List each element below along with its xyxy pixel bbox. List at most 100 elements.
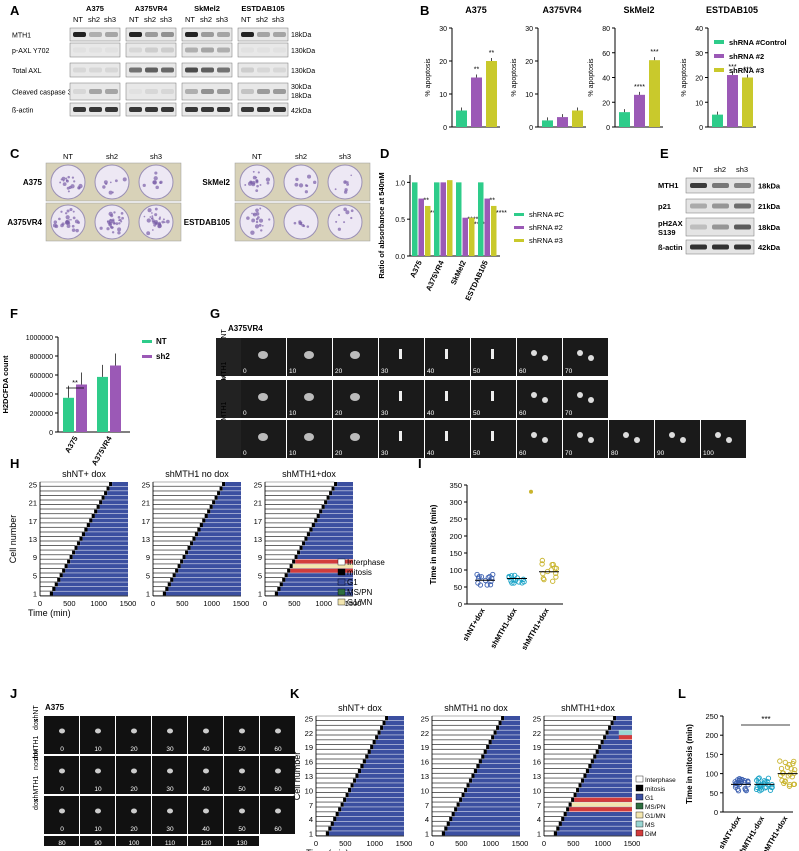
colony-dot	[307, 174, 312, 179]
colony-dot	[154, 171, 158, 175]
nucleus	[577, 432, 583, 438]
mitosis-segment	[338, 807, 342, 812]
y-tick-label: 5	[33, 571, 37, 580]
blot-band	[185, 47, 198, 53]
interphase-segment	[152, 490, 218, 496]
colony-dot	[66, 224, 71, 229]
y-tick-label: 1	[309, 830, 313, 839]
blot-cell-line-label: A375	[86, 4, 104, 13]
colony-dot	[70, 218, 72, 221]
blot-lane-label: sh2	[200, 15, 212, 24]
interphase-segment	[39, 550, 73, 555]
interphase-segment	[264, 591, 276, 596]
legend-swatch	[337, 568, 346, 576]
g1-segment	[278, 591, 353, 596]
timelapse-time-label: 40	[427, 368, 435, 375]
timelapse-time-label: 30	[381, 450, 389, 457]
interphase-segment	[543, 821, 560, 827]
nucleus	[491, 349, 494, 359]
mitosis-segment	[464, 788, 468, 793]
interphase-segment	[543, 773, 584, 779]
y-tick-label: 20	[695, 76, 703, 83]
blot-band	[273, 89, 286, 94]
interphase-segment	[431, 749, 485, 755]
interphase-segment	[264, 490, 330, 496]
x-tick-label: 1000	[315, 599, 332, 608]
legend-swatch	[714, 54, 724, 58]
colony-dot	[350, 174, 353, 177]
g1-segment	[188, 550, 241, 555]
mitosis-segment	[350, 783, 354, 788]
y-tick-label: 16	[421, 758, 429, 767]
timelapse-row-label: shNT	[221, 329, 228, 346]
nucleus	[167, 768, 173, 774]
mitosis-segment	[362, 759, 366, 764]
g1-segment	[499, 725, 520, 730]
colony-dot	[249, 180, 253, 184]
colony-dot	[166, 219, 170, 224]
timelapse-time-label: 60	[519, 450, 527, 457]
g1-segment	[305, 541, 353, 546]
interphase-segment	[431, 821, 448, 827]
blot-band	[273, 32, 286, 37]
bar	[440, 182, 446, 256]
colony-dot	[260, 229, 263, 232]
data-point	[520, 576, 527, 582]
mitosis-segment	[380, 725, 384, 730]
blot-band	[105, 89, 118, 94]
legend-label: G1/MN	[347, 598, 373, 607]
mitosis-segment	[476, 764, 480, 769]
colony-dot	[109, 225, 113, 229]
interphase-segment	[315, 730, 378, 735]
colony-dot	[67, 190, 70, 193]
timelapse-time-label: 60	[274, 786, 282, 793]
mitosis-segment	[74, 545, 78, 550]
colony-dot	[114, 179, 118, 183]
nucleus	[203, 808, 209, 814]
mitosis-segment	[180, 559, 184, 564]
timelapse-time-label: 40	[202, 826, 210, 833]
interphase-segment	[543, 787, 577, 793]
g1-segment	[215, 500, 241, 505]
g1-segment	[302, 545, 353, 550]
mitosis-segment	[456, 802, 460, 807]
mitosis-segment	[471, 773, 475, 778]
timelapse-frame	[44, 836, 79, 846]
g1-segment	[343, 802, 404, 807]
y-tick-label: 4	[425, 815, 429, 824]
data-point	[541, 576, 547, 583]
blot-lane-label: sh2	[714, 165, 726, 174]
interphase-segment	[152, 591, 164, 596]
plate-column-label: NT	[252, 152, 262, 161]
colony-dot	[78, 187, 81, 190]
legend-swatch	[337, 578, 346, 586]
y-tick-label: 13	[254, 535, 262, 544]
interphase-segment	[431, 754, 482, 759]
mitosis-segment	[501, 716, 505, 721]
interphase-segment	[39, 527, 85, 532]
mitosis-segment	[375, 735, 379, 740]
nucleus	[445, 391, 448, 401]
mitosis-segment	[316, 513, 320, 518]
mitosis-segment	[581, 778, 585, 783]
colony-dot	[156, 222, 159, 225]
interphase-segment	[152, 545, 188, 551]
timelapse-frame	[152, 796, 187, 834]
y-axis-label: Cell number	[8, 515, 18, 564]
blot-size-label: 130kDa	[291, 48, 315, 55]
panel-letter-l: L	[678, 686, 686, 701]
blot-band	[105, 107, 118, 112]
colony-dot	[295, 177, 299, 182]
data-point	[782, 759, 788, 766]
colony-dot	[158, 217, 161, 221]
x-tick-label: 1000	[482, 839, 499, 848]
colony-dot	[255, 176, 258, 179]
mitosis-segment	[372, 740, 376, 745]
x-axis-label: Time (min)	[306, 848, 349, 851]
g1-segment	[479, 764, 520, 769]
blot-band	[712, 183, 729, 188]
mitosis-segment	[333, 816, 337, 822]
mitosis-segment	[558, 821, 562, 826]
data-point	[765, 775, 772, 781]
blot-row-label: Cleaved caspase 3	[12, 90, 72, 97]
